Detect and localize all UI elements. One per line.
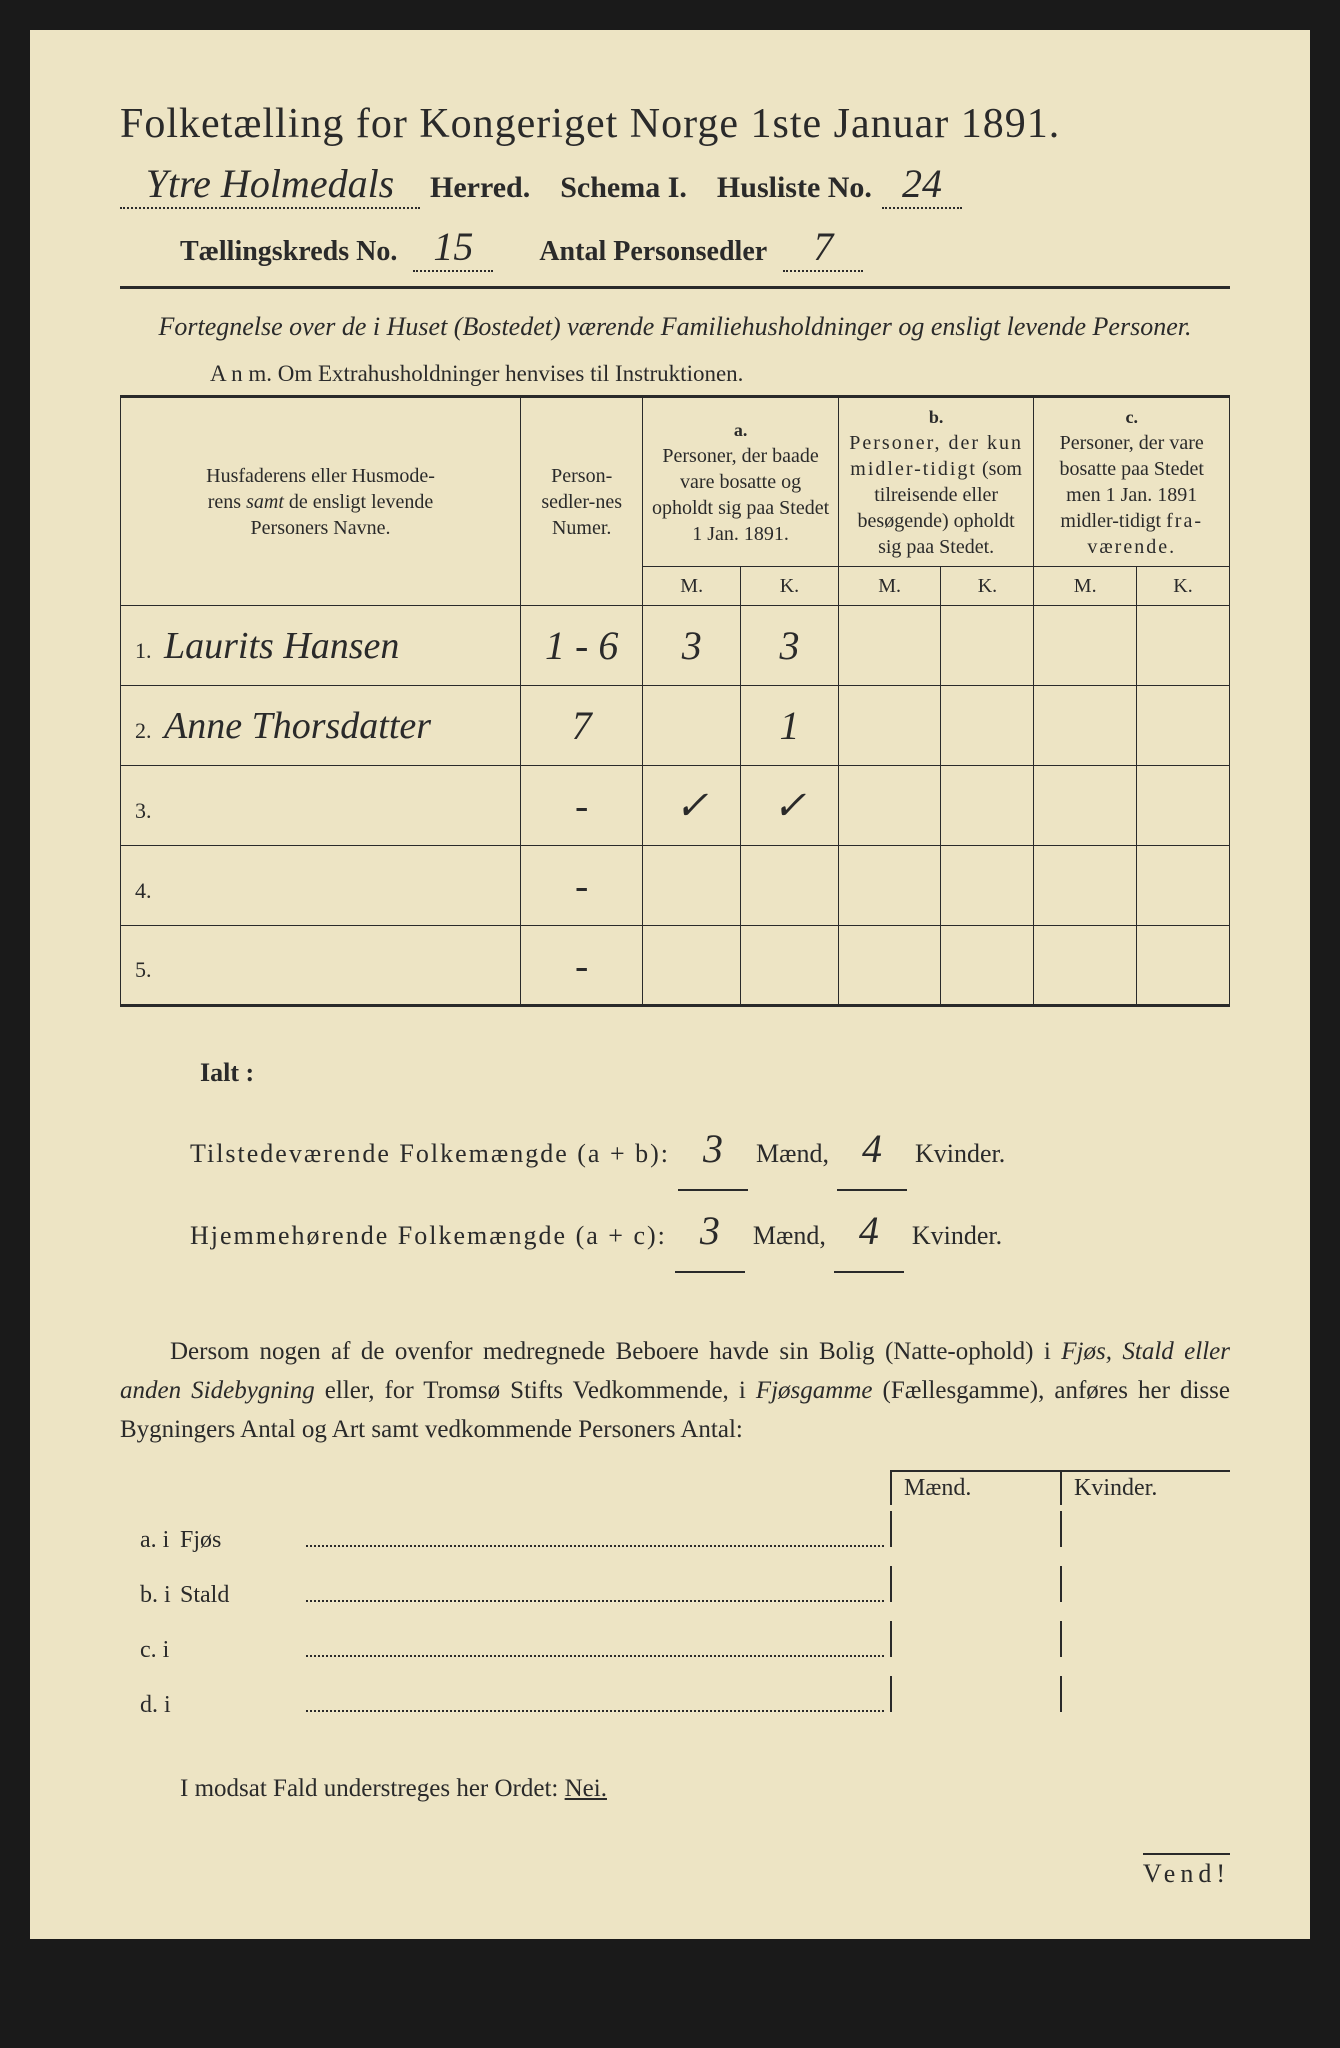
side-building-paragraph: Dersom nogen af de ovenfor medregnede Be… xyxy=(120,1333,1230,1449)
antal-value: 7 xyxy=(783,223,863,272)
herred-label: Herred. xyxy=(430,171,530,205)
husliste-value: 24 xyxy=(882,160,962,209)
col-a: a. Personer, der baade vare bosatte og o… xyxy=(643,397,839,567)
kreds-line: Tællingskreds No. 15 Antal Personsedler … xyxy=(120,223,1230,272)
anm-note: A n m. Om Extrahusholdninger henvises ti… xyxy=(120,361,1230,387)
table-row: 1. Laurits Hansen 1 - 6 3 3 xyxy=(121,606,1230,686)
col-b: b. Personer, der kun midler-tidigt (som … xyxy=(838,397,1034,567)
side-building-row: d. i xyxy=(120,1670,1230,1725)
husliste-label: Husliste No. xyxy=(717,171,872,205)
col-c-k: K. xyxy=(1136,567,1229,606)
final-note: I modsat Fald understreges her Ordet: Ne… xyxy=(120,1775,1230,1803)
schema-label: Schema I. xyxy=(560,171,687,205)
side-building-row: b. i Stald xyxy=(120,1560,1230,1615)
table-row: 5. - xyxy=(121,926,1230,1006)
form-title: Folketælling for Kongeriget Norge 1ste J… xyxy=(120,100,1230,148)
census-form-page: Folketælling for Kongeriget Norge 1ste J… xyxy=(30,30,1310,1939)
table-row: 2. Anne Thorsdatter 7 1 xyxy=(121,686,1230,766)
ialt-row-1: Tilstedeværende Folkemængde (a + b): 3 M… xyxy=(190,1109,1230,1191)
antal-label: Antal Personsedler xyxy=(539,236,767,268)
side-building-row: c. i xyxy=(120,1615,1230,1670)
col-a-k: K. xyxy=(741,567,839,606)
col-c-m: M. xyxy=(1034,567,1137,606)
kreds-label: Tællingskreds No. xyxy=(180,236,397,268)
kreds-value: 15 xyxy=(413,223,493,272)
ialt-section: Ialt : Tilstedeværende Folkemængde (a + … xyxy=(120,1047,1230,1273)
col-num: Person-sedler-nes Numer. xyxy=(521,397,643,606)
main-table: Husfaderens eller Husmode-rens samt de e… xyxy=(120,395,1230,1007)
vend-label: Vend! xyxy=(1143,1853,1230,1889)
bottom-col-m: Mænd. xyxy=(890,1470,1060,1505)
bottom-col-k: Kvinder. xyxy=(1060,1470,1230,1505)
table-row: 3. - ✓ ✓ xyxy=(121,766,1230,846)
subtitle: Fortegnelse over de i Huset (Bostedet) v… xyxy=(120,309,1230,345)
col-name: Husfaderens eller Husmode-rens samt de e… xyxy=(121,397,521,606)
col-c: c. Personer, der vare bosatte paa Stedet… xyxy=(1034,397,1230,567)
ialt-row-2: Hjemmehørende Folkemængde (a + c): 3 Mæn… xyxy=(190,1191,1230,1273)
ialt-label: Ialt : xyxy=(190,1047,1230,1099)
side-building-table: Mænd. Kvinder. a. i Fjøs b. i Stald c. i… xyxy=(120,1470,1230,1725)
herred-line: Ytre Holmedals Herred. Schema I. Huslist… xyxy=(120,160,1230,209)
herred-value: Ytre Holmedals xyxy=(120,160,420,209)
table-row: 4. - xyxy=(121,846,1230,926)
divider xyxy=(120,286,1230,289)
col-b-m: M. xyxy=(838,567,941,606)
col-a-m: M. xyxy=(643,567,741,606)
col-b-k: K. xyxy=(941,567,1034,606)
side-building-row: a. i Fjøs xyxy=(120,1505,1230,1560)
